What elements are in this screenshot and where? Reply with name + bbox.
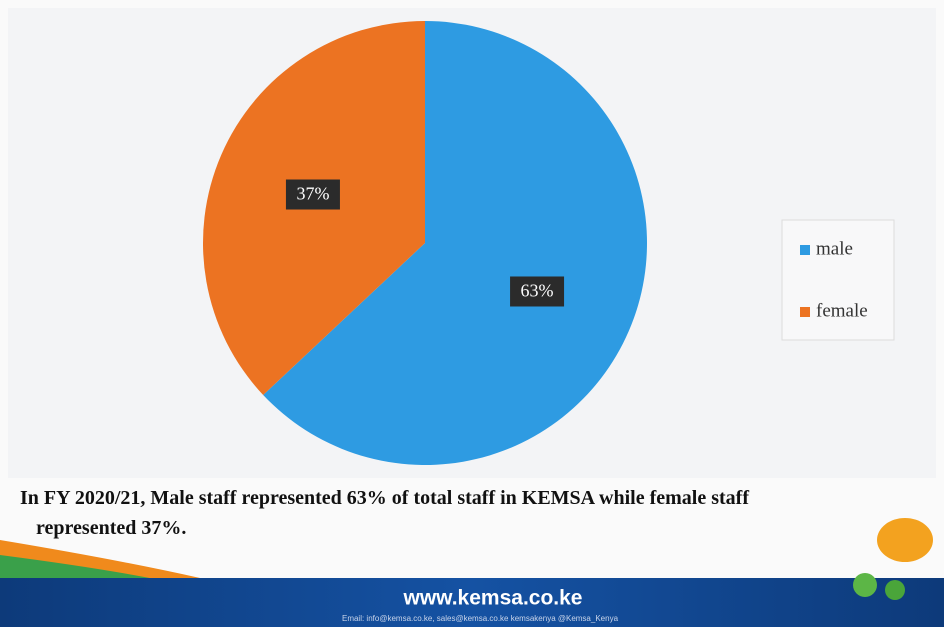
decoration: [885, 580, 905, 600]
legend-swatch: [800, 245, 810, 255]
decoration: [877, 518, 933, 562]
legend-swatch: [800, 307, 810, 317]
data-label: 37%: [296, 184, 329, 204]
legend-label: male: [816, 238, 853, 259]
footer-contacts: Email: info@kemsa.co.ke, sales@kemsa.co.…: [342, 614, 619, 623]
footer-website: www.kemsa.co.ke: [403, 587, 583, 610]
legend-label: female: [816, 300, 868, 321]
caption: In FY 2020/21, Male staff represented 63…: [20, 483, 826, 543]
data-label: 63%: [521, 281, 554, 301]
slide: www.kemsa.co.ke Email: info@kemsa.co.ke,…: [0, 0, 944, 627]
decoration: [853, 573, 877, 597]
